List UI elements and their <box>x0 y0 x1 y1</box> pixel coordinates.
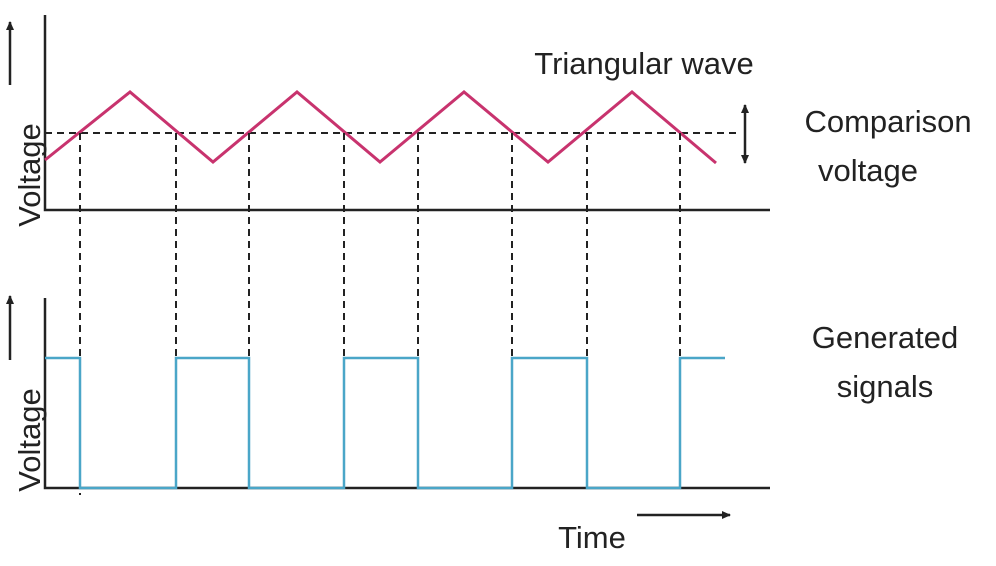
wave-label: Triangular wave <box>534 46 753 81</box>
comparison-label: voltage <box>818 153 918 188</box>
axis-label: Voltage <box>12 388 47 491</box>
signals-label: signals <box>837 369 934 404</box>
triangular-wave <box>44 90 717 165</box>
crossing-lines <box>79 133 681 495</box>
time-label: Time <box>558 520 626 555</box>
top-axes <box>43 15 770 212</box>
axis-label: Voltage <box>12 123 47 226</box>
signals-label: Generated <box>812 320 959 355</box>
bottom-axes <box>43 298 770 490</box>
comparison-label: Comparison <box>804 104 971 139</box>
generated-signal <box>45 356 725 490</box>
